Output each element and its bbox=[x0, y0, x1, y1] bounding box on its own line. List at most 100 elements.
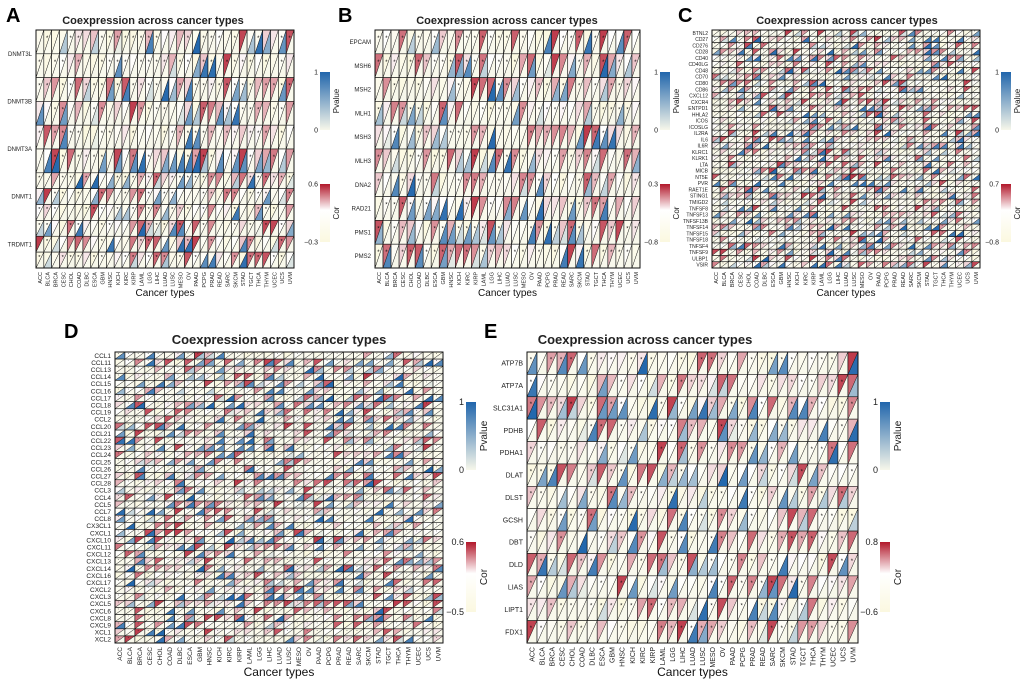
cell-diagonal bbox=[192, 29, 201, 54]
column-label: UCS bbox=[626, 272, 632, 284]
cell-diagonal bbox=[67, 53, 76, 78]
significance-mark: * bbox=[179, 131, 182, 137]
significance-mark: * bbox=[116, 84, 119, 90]
significance-mark: * bbox=[155, 107, 158, 113]
cell-diagonal bbox=[184, 53, 193, 78]
cell-diagonal bbox=[223, 77, 232, 102]
cor-colorbar bbox=[660, 184, 670, 242]
significance-mark: * bbox=[202, 107, 205, 113]
cell-diagonal bbox=[215, 125, 224, 150]
significance-mark: * bbox=[218, 36, 221, 42]
cell-diagonal bbox=[270, 125, 279, 150]
significance-mark: * bbox=[140, 107, 143, 113]
panel-letter: B bbox=[338, 5, 352, 27]
cell-diagonal bbox=[90, 77, 99, 102]
cell-diagonal bbox=[98, 125, 107, 150]
pvalue-min: 0 bbox=[654, 127, 658, 134]
column-label: PAAD bbox=[538, 272, 544, 287]
column-label: COAD bbox=[77, 272, 83, 288]
cell-diagonal bbox=[168, 53, 177, 78]
cell-diagonal bbox=[207, 53, 217, 78]
cell-diagonal bbox=[223, 53, 232, 78]
cell-diagonal bbox=[67, 125, 76, 150]
row-label: PMS2 bbox=[355, 254, 372, 260]
column-label: CHOL bbox=[409, 272, 415, 287]
column-label: TGCT bbox=[594, 271, 600, 287]
significance-mark: * bbox=[69, 84, 72, 90]
column-label: ACC bbox=[38, 272, 44, 284]
significance-mark: * bbox=[202, 60, 205, 66]
row-label: RAD21 bbox=[352, 207, 372, 213]
cell-diagonal bbox=[270, 101, 279, 126]
heatmap-cells: ****************************************… bbox=[374, 29, 641, 269]
cell-diagonal bbox=[153, 101, 162, 126]
cell-diagonal bbox=[121, 125, 131, 150]
cell-diagonal bbox=[113, 29, 123, 54]
significance-mark: * bbox=[54, 107, 57, 113]
significance-mark: * bbox=[179, 84, 182, 90]
cell-diagonal bbox=[160, 53, 170, 78]
cell-diagonal bbox=[43, 125, 52, 150]
significance-mark: * bbox=[116, 36, 119, 42]
cell-diagonal bbox=[51, 148, 60, 173]
column-label: KIRP bbox=[132, 272, 138, 285]
cell-diagonal bbox=[153, 29, 162, 54]
column-label: HNSC bbox=[449, 272, 455, 288]
cor-min: −0.8 bbox=[644, 239, 658, 246]
significance-mark: * bbox=[234, 36, 237, 42]
cell-diagonal bbox=[246, 125, 256, 150]
cell-diagonal bbox=[285, 125, 295, 150]
pvalue-max: 1 bbox=[314, 69, 318, 76]
column-label: LIHC bbox=[497, 272, 503, 285]
cell-diagonal bbox=[121, 77, 131, 102]
column-label: READ bbox=[218, 272, 224, 287]
cell-diagonal bbox=[153, 77, 162, 102]
cell-diagonal bbox=[192, 125, 201, 150]
panel-b: B Coexpression across cancer types * * * * * * *… bbox=[338, 5, 681, 299]
cor-legend-title: Cor bbox=[672, 206, 681, 219]
cell-diagonal bbox=[129, 53, 138, 78]
panel-letter: A bbox=[6, 5, 20, 27]
cell-diagonal bbox=[90, 29, 99, 54]
column-label: UCEC bbox=[618, 272, 624, 288]
significance-mark: * bbox=[234, 131, 237, 137]
significance-mark: * bbox=[288, 84, 291, 90]
significance-mark: * bbox=[62, 60, 65, 66]
cell-diagonal bbox=[262, 53, 271, 78]
cell-diagonal bbox=[231, 125, 240, 150]
cell-diagonal bbox=[176, 53, 185, 78]
cell-diagonal bbox=[82, 77, 91, 102]
significance-mark: * bbox=[226, 60, 229, 66]
significance-mark: * bbox=[101, 84, 104, 90]
column-label: READ bbox=[562, 272, 568, 287]
pvalue-colorbar bbox=[660, 72, 670, 130]
cell-diagonal bbox=[176, 125, 185, 150]
panel-title: Coexpression across cancer types bbox=[416, 15, 598, 27]
cell-diagonal bbox=[59, 125, 68, 150]
cell-diagonal bbox=[121, 101, 131, 126]
significance-mark: * bbox=[85, 84, 88, 90]
cell-diagonal bbox=[254, 53, 263, 78]
pvalue-colorbar bbox=[320, 72, 330, 130]
significance-mark: * bbox=[155, 60, 158, 66]
significance-mark: * bbox=[124, 36, 127, 42]
cell-diagonal bbox=[74, 77, 84, 102]
cell-diagonal bbox=[176, 101, 185, 126]
column-label: LAML bbox=[481, 272, 487, 286]
cell-diagonal bbox=[223, 125, 232, 150]
column-label: SARC bbox=[225, 272, 231, 287]
cell-diagonal bbox=[137, 125, 146, 150]
column-label: CESC bbox=[401, 272, 407, 287]
row-label: MSH6 bbox=[354, 64, 371, 70]
significance-mark: * bbox=[155, 84, 158, 90]
panel-a: A Coexpression across cancer types* * * * * * *… bbox=[6, 5, 341, 299]
cell-diagonal bbox=[59, 53, 68, 78]
cell-diagonal bbox=[74, 53, 84, 78]
column-label: LGG bbox=[489, 272, 495, 284]
column-label: PRAD bbox=[554, 272, 560, 287]
significance-mark: * bbox=[77, 131, 80, 137]
panel-title: Coexpression across cancer types bbox=[756, 15, 938, 27]
cell-diagonal bbox=[246, 101, 256, 126]
column-label: LUSC bbox=[513, 272, 519, 287]
row-label: MLH1 bbox=[355, 111, 372, 117]
